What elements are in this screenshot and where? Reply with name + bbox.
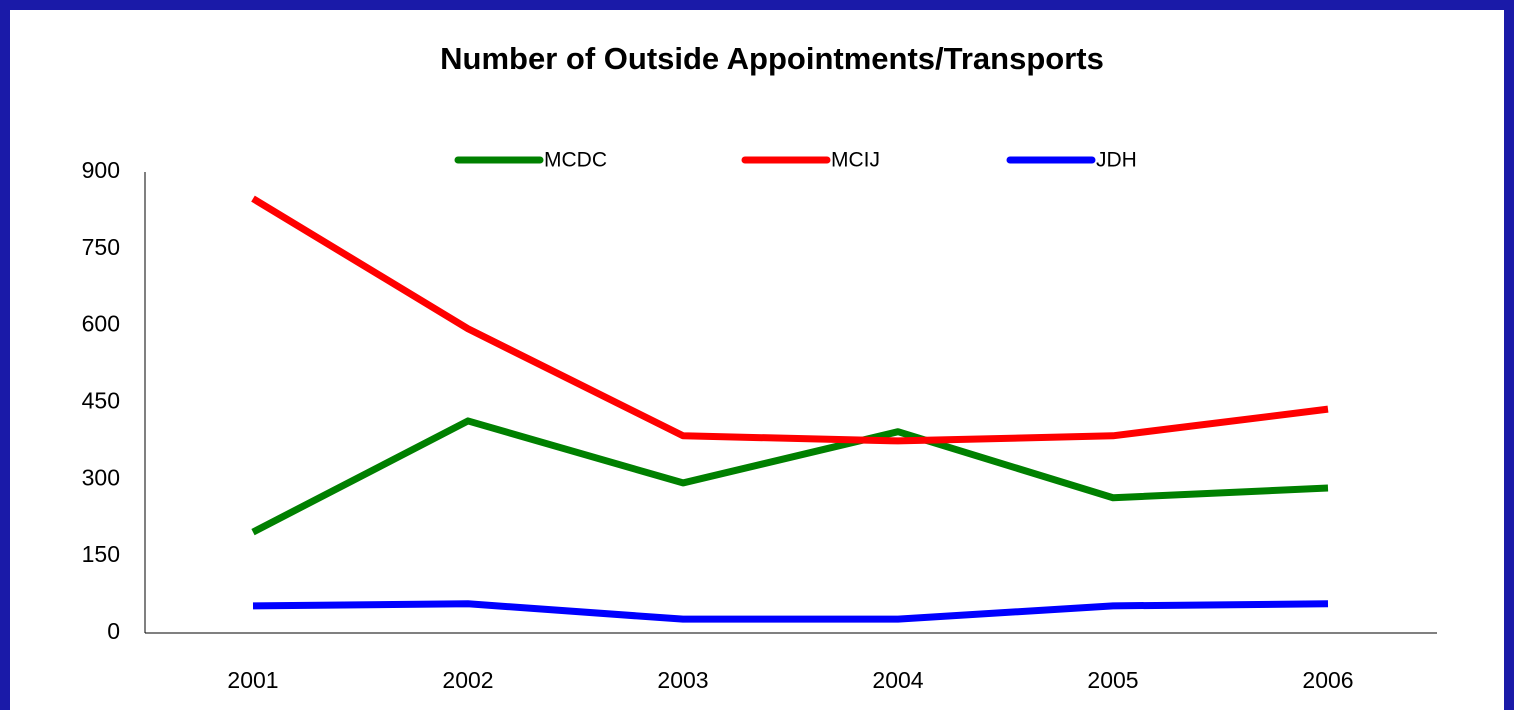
legend-label: MCDC <box>544 149 607 172</box>
x-tick-label: 2004 <box>872 667 923 693</box>
y-tick-label: 750 <box>82 234 120 260</box>
legend-label: JDH <box>1096 149 1137 172</box>
y-tick-label: 150 <box>82 541 120 567</box>
chart-title: Number of Outside Appointments/Transport… <box>440 41 1104 76</box>
x-tick-label: 2005 <box>1087 667 1138 693</box>
data-line <box>252 600 1329 623</box>
legend-label: MCIJ <box>831 149 880 172</box>
data-line <box>251 417 1329 536</box>
x-tick-label: 2006 <box>1302 667 1353 693</box>
y-tick-label: 600 <box>82 311 120 337</box>
y-tick-label: 300 <box>82 464 120 490</box>
x-tick-label: 2003 <box>657 667 708 693</box>
y-tick-label: 450 <box>82 388 120 414</box>
x-tick-label: 2002 <box>442 667 493 693</box>
x-tick-label: 2001 <box>227 667 278 693</box>
data-line <box>251 195 1329 445</box>
y-tick-label: 900 <box>82 157 120 183</box>
y-tick-label: 0 <box>107 618 120 644</box>
plot-background <box>10 10 1504 710</box>
